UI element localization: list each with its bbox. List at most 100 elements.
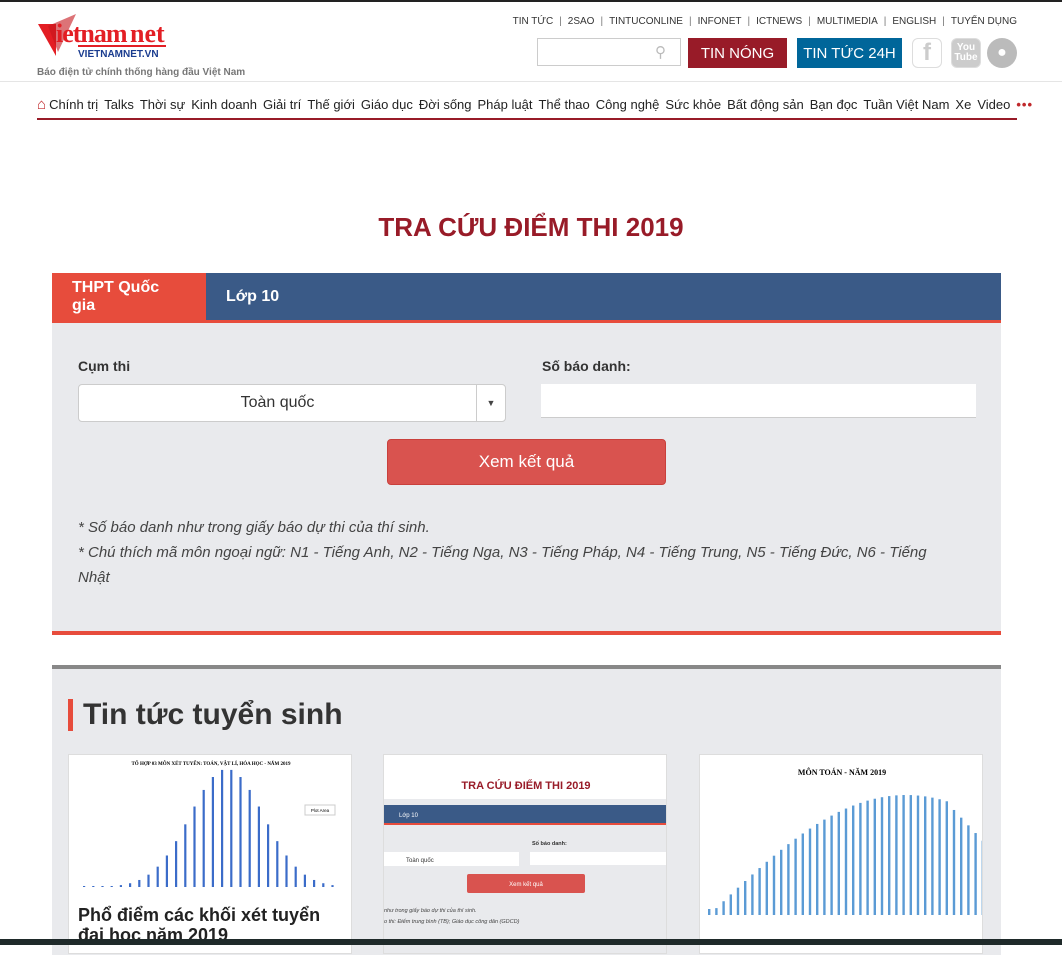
nav-item[interactable]: Thể thao	[538, 97, 590, 112]
thumb-bar	[888, 796, 891, 915]
thumbnail-form: TRA CỨU ĐIỂM THI 2019 Lớp 10 Số báo danh…	[384, 755, 666, 925]
toplink[interactable]: ENGLISH	[892, 16, 937, 27]
thumb-bar	[837, 811, 840, 915]
thumb-bar	[165, 855, 168, 887]
home-icon[interactable]: ⌂	[37, 96, 47, 113]
nav-item[interactable]: Công nghệ	[595, 97, 660, 112]
thumb-sbd: Số báo danh:	[532, 840, 567, 847]
toplink[interactable]: TUYỂN DỤNG	[950, 16, 1017, 27]
toplink[interactable]: TIN TỨC	[512, 16, 554, 27]
thumb-bar	[816, 823, 819, 915]
thumb-bar	[981, 840, 982, 915]
sbd-input[interactable]	[541, 384, 976, 418]
thumb-bar	[909, 795, 912, 915]
nav-item[interactable]: Giải trí	[263, 97, 302, 112]
thumb-bar	[780, 849, 783, 915]
toplink[interactable]: 2SAO	[567, 16, 595, 27]
news-card[interactable]: TRA CỨU ĐIỂM THI 2019 Lớp 10 Số báo danh…	[383, 754, 667, 954]
nav-item[interactable]: Kinh doanh	[191, 97, 258, 112]
more-menu-icon[interactable]: •••	[1016, 97, 1033, 112]
nav-item[interactable]: Đời sống	[418, 97, 472, 112]
thumb-bar	[331, 885, 334, 887]
thumb-bar	[772, 855, 776, 915]
chevron-down-icon[interactable]: ▼	[476, 385, 505, 421]
header-divider	[0, 81, 1062, 82]
thumb-bar	[794, 838, 797, 915]
thumbnail-chart-1: TỔ HỢP 03 MÔN XÉT TUYỂN: TOÁN, VẬT LÍ, H…	[83, 761, 336, 887]
sbd-label: Số báo danh:	[542, 358, 631, 374]
thumb-bar	[722, 901, 725, 915]
thumb-bar	[852, 805, 855, 915]
thumbnail-chart-2: MÔN TOÁN - NĂM 2019	[708, 767, 982, 915]
user-icon[interactable]: ●	[987, 38, 1017, 68]
lookup-form: Cụm thi Số báo danh: Toàn quốc ▼ Xem kết…	[52, 323, 1001, 635]
thumb-bar	[285, 855, 288, 887]
nav-item[interactable]: Bạn đọc	[809, 97, 858, 112]
thumb-tab: Lớp 10	[399, 813, 419, 819]
vietnamnet-logo[interactable]: ietnam net VIETNAMNET.VN	[38, 12, 168, 60]
cluster-select-value: Toàn quốc	[240, 394, 315, 411]
thumb-bar	[248, 789, 251, 887]
nav-item[interactable]: Bất động sản	[727, 97, 804, 112]
news-card[interactable]: MÔN TOÁN - NĂM 2019	[699, 754, 983, 954]
search-icon[interactable]: ⚲	[655, 44, 666, 61]
thumb-bar	[156, 866, 159, 887]
top-links: TIN TỨC | 2SAO | TINTUCONLINE | INFONET | IC…	[512, 16, 1017, 27]
nav-item[interactable]: Talks	[104, 97, 134, 112]
search-input[interactable]: ⚲	[537, 38, 681, 66]
tab-lop-10[interactable]: Lớp 10	[226, 287, 280, 305]
nav-item[interactable]: Giáo dục	[360, 97, 413, 112]
cluster-select[interactable]: Toàn quốc ▼	[78, 384, 506, 422]
thumb-select: Toàn quốc	[406, 858, 434, 864]
svg-text:VIETNAMNET.VN: VIETNAMNET.VN	[78, 49, 159, 60]
page-title: TRA CỨU ĐIỂM THI 2019	[378, 212, 684, 242]
thumb-bar	[211, 777, 214, 887]
facebook-icon[interactable]: f	[912, 38, 942, 68]
thumb-bar	[257, 806, 260, 887]
toplink[interactable]: ICTNEWS	[756, 16, 803, 27]
thumb-note: o thi: Điểm trung bình (TB); Giáo dục cô…	[384, 918, 520, 925]
submit-button[interactable]: Xem kết quả	[387, 439, 666, 485]
tab-bar: THPT Quốc gia Lớp 10	[52, 273, 1001, 323]
hot-news-button[interactable]: TIN NÓNG	[688, 38, 787, 68]
thumb-bar	[202, 789, 205, 887]
thumb-bar	[765, 861, 768, 915]
toplink[interactable]: TINTUCONLINE	[609, 16, 683, 27]
toplink[interactable]: MULTIMEDIA	[816, 16, 878, 27]
svg-text:net: net	[130, 19, 165, 48]
thumb-bar	[902, 795, 905, 915]
tab-thpt-quoc-gia[interactable]: THPT Quốc gia	[52, 273, 206, 320]
bottom-bar	[0, 939, 1062, 945]
thumb-bar	[967, 825, 970, 915]
thumb-bar	[322, 883, 325, 887]
thumb-bar	[873, 798, 876, 915]
svg-text:ietnam: ietnam	[56, 19, 128, 48]
thumb-bar	[938, 799, 941, 915]
thumb-bar	[787, 844, 790, 915]
nav-item[interactable]: Tuần Việt Nam	[863, 97, 950, 112]
youtube-icon[interactable]: You Tube	[951, 38, 981, 68]
thumb-bar	[751, 874, 754, 915]
thumb-bar	[974, 833, 977, 915]
toplink[interactable]: INFONET	[697, 16, 742, 27]
nav-item[interactable]: Chính trị	[49, 97, 99, 112]
thumb-caption: TỔ HỢP 03 MÔN XÉT TUYỂN: TOÁN, VẬT LÍ, H…	[131, 761, 291, 767]
thumb-bar	[92, 886, 95, 887]
thumb-bar	[859, 802, 862, 915]
nav-item[interactable]: Xe	[955, 97, 972, 112]
news-card[interactable]: TỔ HỢP 03 MÔN XÉT TUYỂN: TOÁN, VẬT LÍ, H…	[68, 754, 352, 954]
nav-item[interactable]: Thế giới	[307, 97, 355, 112]
thumb-bar	[758, 868, 761, 915]
nav-item[interactable]: Pháp luật	[477, 97, 533, 112]
thumb-bar	[193, 806, 196, 887]
thumb-bar	[808, 828, 812, 915]
thumb-bar	[230, 769, 233, 887]
nav-item[interactable]: Thời sự	[139, 97, 186, 112]
thumb-bar	[924, 796, 927, 915]
thumb-caption: TRA CỨU ĐIỂM THI 2019	[461, 779, 590, 792]
thumb-button: Xem kết quả	[509, 882, 543, 888]
thumb-bar	[138, 879, 141, 887]
news-24h-button[interactable]: TIN TỨC 24H	[797, 38, 902, 68]
nav-item[interactable]: Sức khỏe	[665, 97, 722, 112]
nav-item[interactable]: Video	[977, 97, 1011, 112]
